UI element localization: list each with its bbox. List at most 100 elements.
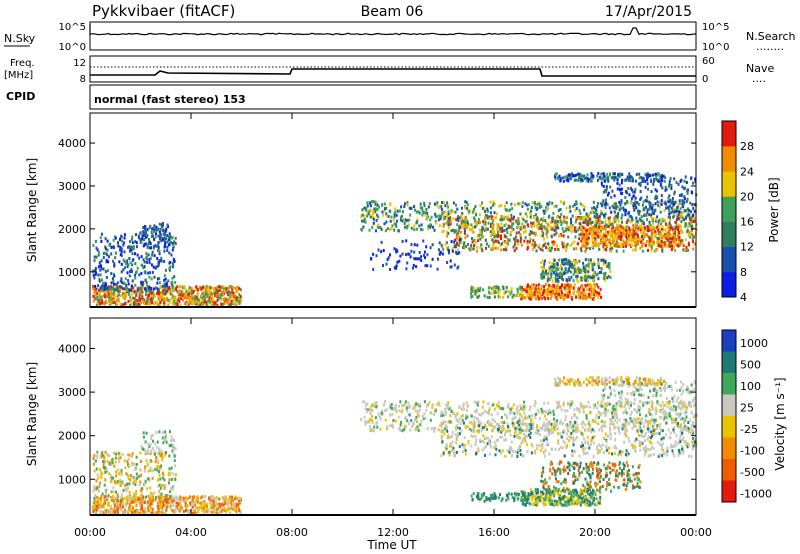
heatmap-cell [361,208,364,212]
heatmap-cell [125,291,128,295]
heatmap-cell [541,234,544,238]
freq-left-label-2: [MHz] [4,70,33,81]
heatmap-cell [447,205,450,209]
heatmap-cell [164,284,167,288]
heatmap-cell [109,301,112,305]
heatmap-cell [373,210,376,214]
heatmap-cell [238,499,240,502]
heatmap-cell [587,279,589,283]
heatmap-cell [572,279,575,283]
heatmap-cell [441,211,444,215]
heatmap-cell [189,301,192,305]
heatmap-cell [639,183,642,187]
heatmap-cell [679,213,682,217]
heatmap-cell [651,226,654,229]
heatmap-cell [520,290,523,294]
heatmap-cell [565,227,568,230]
heatmap-cell [571,297,574,301]
heatmap-cell [665,187,668,191]
heatmap-cell [631,179,634,183]
heatmap-cell [542,291,545,295]
heatmap-cell [223,287,226,291]
heatmap-cell [670,200,673,204]
heatmap-cell [543,211,546,215]
heatmap-cell [648,220,651,224]
heatmap-cell [95,246,98,250]
heatmap-cell [478,289,481,293]
heatmap-cell [190,289,193,293]
heatmap-cell [185,497,188,501]
heatmap-cell [595,220,598,224]
heatmap-cell [604,260,607,264]
heatmap-cell [170,486,173,490]
heatmap-cell [411,266,414,270]
heatmap-cell [648,243,651,247]
heatmap-cell [110,297,113,301]
heatmap-cell [134,276,137,280]
heatmap-cell [196,495,199,499]
heatmap-cell [110,505,113,509]
heatmap-cell [142,230,145,234]
heatmap-cell [658,243,661,247]
heatmap-cell [463,231,466,235]
heatmap-cell [418,257,421,261]
heatmap-cell [640,231,643,235]
heatmap-cell [605,234,608,238]
heatmap-cell [380,240,383,244]
freq-left-label-1: Freq. [10,58,35,69]
heatmap-cell [648,239,651,243]
heatmap-cell [517,217,520,220]
heatmap-cell [125,472,128,476]
heatmap-cell [160,484,163,488]
heatmap-cell [622,245,625,248]
heatmap-cell [650,248,653,252]
heatmap-cell [140,503,143,507]
heatmap-cell [586,235,589,239]
heatmap-cell [168,261,171,265]
heatmap-cell [166,234,169,237]
heatmap-cell [115,283,118,287]
heatmap-cell [551,279,554,283]
heatmap-cell [94,500,97,504]
heatmap-cell [103,483,106,487]
heatmap-cell [589,261,592,265]
heatmap-cell [630,216,633,220]
heatmap-cell [232,300,235,304]
heatmap-cell [553,286,556,290]
heatmap-cell [179,500,182,504]
heatmap-cell [581,179,584,183]
heatmap-cell [607,233,610,237]
heatmap-cell [127,509,130,513]
heatmap-cell [361,213,364,217]
heatmap-cell [493,235,496,239]
heatmap-cell [232,302,235,306]
heatmap-cell [100,295,103,299]
heatmap-cell [127,463,129,467]
heatmap-cell [554,221,556,225]
heatmap-cell [470,227,473,231]
heatmap-cell [447,212,450,216]
heatmap-cell [149,224,152,228]
heatmap-cell [608,219,611,223]
heatmap-cell [653,226,656,230]
heatmap-cell [524,289,527,293]
heatmap-cell [108,289,111,293]
heatmap-cell [595,293,598,297]
heatmap-cell [645,199,648,203]
heatmap-cell [557,226,560,230]
heatmap-cell [648,236,651,240]
heatmap-cell [599,212,602,216]
heatmap-cell [176,497,179,501]
heatmap-cell [681,239,684,243]
heatmap-cell [472,230,475,234]
heatmap-cell [479,286,482,290]
heatmap-cell [679,239,682,243]
heatmap-cell [168,290,171,294]
heatmap-cell [605,242,608,246]
heatmap-cell [106,459,109,463]
heatmap-cell [466,219,469,223]
heatmap-cell [586,229,588,233]
heatmap-cell [652,182,655,186]
heatmap-cell [560,200,563,204]
heatmap-cell [413,205,416,208]
